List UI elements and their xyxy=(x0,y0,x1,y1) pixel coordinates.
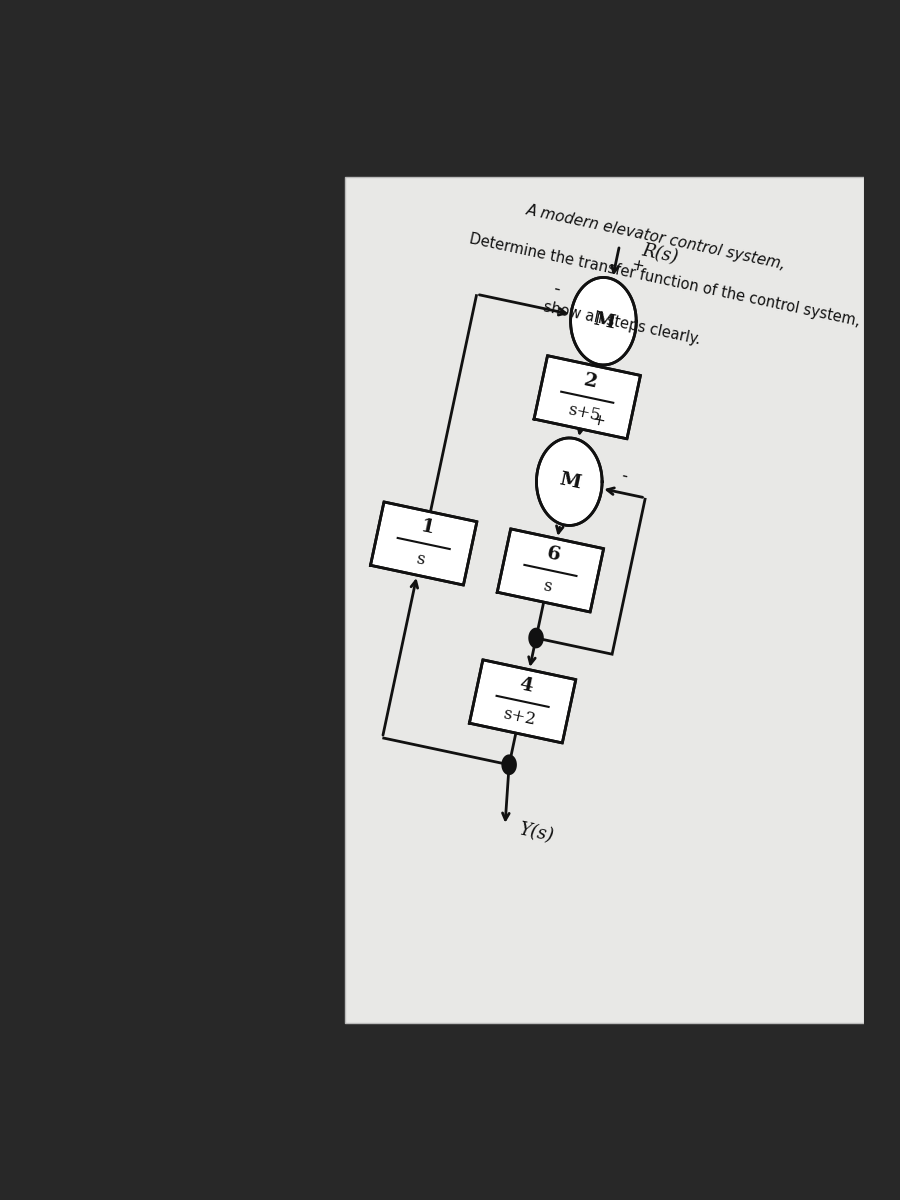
Text: M: M xyxy=(591,310,616,332)
Polygon shape xyxy=(536,438,602,526)
Text: R(s): R(s) xyxy=(640,241,680,266)
Polygon shape xyxy=(470,660,576,743)
Text: show all steps clearly.: show all steps clearly. xyxy=(542,300,702,348)
Polygon shape xyxy=(528,628,544,648)
Polygon shape xyxy=(371,502,477,586)
Text: -: - xyxy=(619,466,629,485)
Text: s+2: s+2 xyxy=(501,706,537,728)
Text: 6: 6 xyxy=(545,545,562,565)
Text: s+5: s+5 xyxy=(566,401,602,425)
Text: -: - xyxy=(552,280,562,299)
Text: M: M xyxy=(557,470,581,493)
Text: Determine the transfer function of the control system,: Determine the transfer function of the c… xyxy=(468,232,862,329)
Polygon shape xyxy=(534,355,641,439)
Polygon shape xyxy=(571,277,636,365)
Text: s: s xyxy=(414,550,427,569)
Text: 4: 4 xyxy=(518,676,535,696)
Text: A modern elevator control system,: A modern elevator control system, xyxy=(525,203,788,272)
Text: s: s xyxy=(541,577,553,595)
Text: Y(s): Y(s) xyxy=(517,820,555,845)
Polygon shape xyxy=(497,529,604,612)
Text: +: + xyxy=(629,257,645,275)
Text: +: + xyxy=(590,412,606,430)
FancyBboxPatch shape xyxy=(346,176,864,1024)
Text: 2: 2 xyxy=(582,371,599,391)
Polygon shape xyxy=(501,755,517,775)
Text: 1: 1 xyxy=(418,517,436,538)
FancyBboxPatch shape xyxy=(0,168,380,1032)
